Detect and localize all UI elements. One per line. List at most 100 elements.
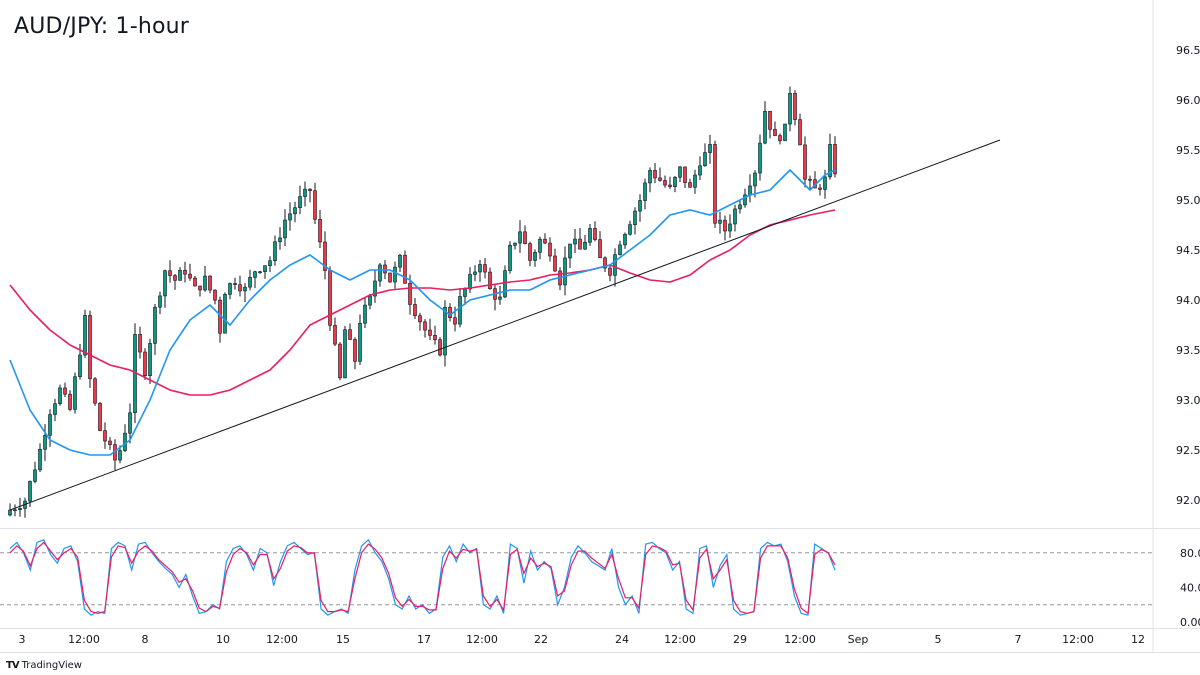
candle [718,211,722,234]
candle-body [28,481,32,502]
stoch-k-line[interactable] [9,538,836,616]
time-tick-label: 8 [142,633,149,646]
time-tick-label: 12:00 [68,633,100,646]
candle-body [423,321,427,331]
candle [773,121,777,136]
candle [593,221,597,242]
candle [583,234,587,250]
candle [618,240,622,256]
candle-body [168,270,172,276]
candle-body [33,469,37,482]
candle-body [103,430,107,442]
candle [448,303,452,322]
candle [723,215,727,241]
candle-body [723,219,727,232]
candle-body [188,273,192,279]
candle [678,166,682,183]
candle-body [83,315,87,356]
candle [798,113,802,146]
oscillator-axis: 80.00 40.00 0.00 [1180,547,1200,629]
candle-body [553,255,557,272]
candle-body [338,343,342,379]
candle-body [478,264,482,273]
candle-body [793,92,797,120]
candle [423,319,427,338]
candle [378,263,382,287]
candle-body [233,283,237,285]
candle-body [318,219,322,243]
candle-body [248,277,252,288]
candle-body [633,210,637,225]
time-tick-label: Sep [848,633,869,646]
candle [803,136,807,188]
candle-body [413,304,417,316]
candle [493,284,497,311]
price-tick-label: 92.500 [1176,444,1200,457]
candle-body [503,270,507,298]
candle [398,253,402,272]
candle-body [483,264,487,273]
candle-body [708,144,712,153]
candle-body [798,119,802,146]
price-tick-label: 95.000 [1176,194,1200,207]
candle [258,270,262,274]
candle-body [348,329,352,340]
candle [83,309,87,358]
candle-body [803,144,807,180]
candle-body [818,187,822,190]
candle [188,263,192,281]
candle-body [18,508,22,511]
candle [323,231,327,280]
candle-body [683,166,687,183]
candle [483,258,487,279]
tradingview-logo-icon: TV [6,660,20,671]
candle [573,228,577,254]
ma-slow-line[interactable] [9,209,836,396]
candle [363,297,367,328]
tradingview-brand[interactable]: TV TradingView [6,660,82,671]
candle [143,348,147,381]
candle-body [543,238,547,244]
ma-fast-line[interactable] [9,168,836,456]
candle [478,259,482,282]
candle-body [738,204,742,210]
candle-body [408,283,412,305]
candle [43,424,47,461]
stoch-d-line[interactable] [9,541,836,615]
candle [668,176,672,190]
trendline[interactable] [9,139,1001,511]
price-tick-label: 96.500 [1176,44,1200,57]
candle-body [453,317,457,325]
candle [388,272,392,283]
candle [53,398,57,422]
candle [138,326,142,359]
candle [173,274,177,290]
candle [303,181,307,207]
candle-body [538,238,542,253]
time-tick-label: 29 [733,633,747,646]
candle [698,156,702,181]
candle [603,256,607,272]
candle-body [823,176,827,190]
candle-body [498,296,502,300]
time-tick-label: 12:00 [466,633,498,646]
candle [193,276,197,287]
candle-body [73,376,77,410]
candle-body [283,219,287,239]
time-tick-label: 17 [417,633,431,646]
candle [293,201,297,223]
candle-body [658,177,662,181]
candle [108,437,112,450]
candle-body [778,135,782,142]
candle-body [143,351,147,377]
candle [333,317,337,346]
candle [208,275,212,294]
candle [688,178,692,188]
candle [13,504,17,517]
candle-body [648,170,652,184]
oscillator-tick-label: 80.00 [1180,547,1200,560]
candle [473,265,477,282]
candle [33,461,37,484]
candle-body [433,335,437,340]
